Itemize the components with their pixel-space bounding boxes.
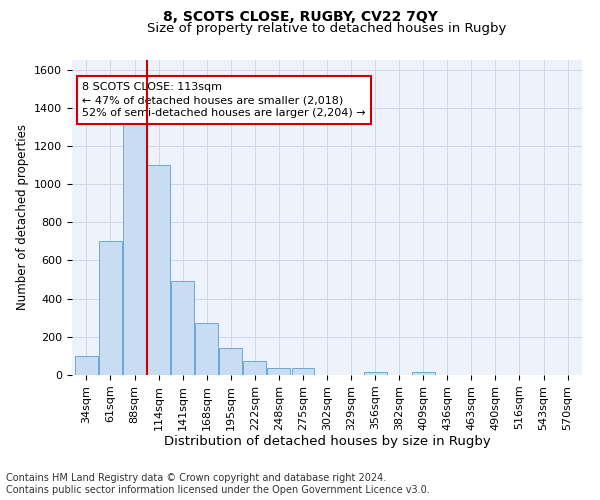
Bar xyxy=(147,165,170,375)
Bar xyxy=(220,348,242,375)
Bar xyxy=(123,121,146,375)
X-axis label: Distribution of detached houses by size in Rugby: Distribution of detached houses by size … xyxy=(164,436,490,448)
Title: Size of property relative to detached houses in Rugby: Size of property relative to detached ho… xyxy=(148,22,506,35)
Y-axis label: Number of detached properties: Number of detached properties xyxy=(16,124,29,310)
Text: 8 SCOTS CLOSE: 113sqm
← 47% of detached houses are smaller (2,018)
52% of semi-d: 8 SCOTS CLOSE: 113sqm ← 47% of detached … xyxy=(82,82,366,118)
Text: Contains HM Land Registry data © Crown copyright and database right 2024.
Contai: Contains HM Land Registry data © Crown c… xyxy=(6,474,430,495)
Bar xyxy=(268,368,290,375)
Text: 8, SCOTS CLOSE, RUGBY, CV22 7QY: 8, SCOTS CLOSE, RUGBY, CV22 7QY xyxy=(163,10,437,24)
Bar xyxy=(364,372,386,375)
Bar xyxy=(99,242,122,375)
Bar xyxy=(195,322,218,375)
Bar xyxy=(412,372,434,375)
Bar xyxy=(171,282,194,375)
Bar xyxy=(75,356,98,375)
Bar xyxy=(244,360,266,375)
Bar xyxy=(292,368,314,375)
